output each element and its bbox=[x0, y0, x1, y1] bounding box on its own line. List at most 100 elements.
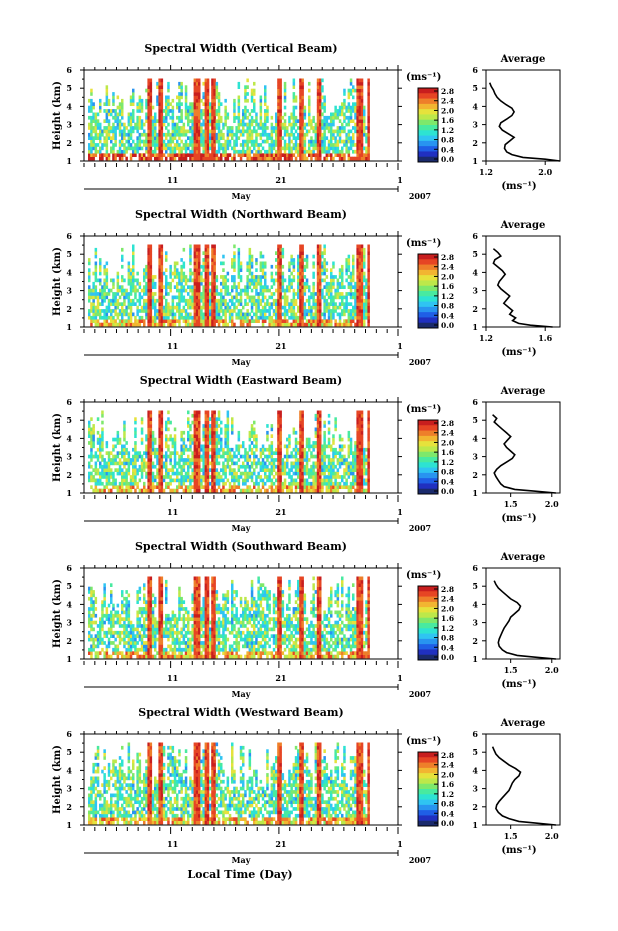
heatmap-cell bbox=[272, 153, 276, 157]
heatmap-cell bbox=[165, 268, 168, 272]
heatmap-cell bbox=[312, 315, 315, 320]
heatmap-cell bbox=[149, 98, 153, 103]
heatmap-cell bbox=[129, 271, 133, 276]
heatmap-cell bbox=[290, 309, 293, 313]
heatmap-cell bbox=[301, 98, 304, 103]
heatmap-cell bbox=[272, 139, 276, 144]
heatmap-cell bbox=[338, 268, 342, 272]
heatmap-cell bbox=[145, 298, 148, 303]
heatmap-cell bbox=[101, 413, 104, 418]
heatmap-cell bbox=[204, 319, 208, 323]
heatmap-cell bbox=[154, 298, 157, 303]
heatmap-cell bbox=[193, 115, 197, 120]
heatmap-cell bbox=[158, 461, 161, 466]
heatmap-cell bbox=[149, 153, 153, 157]
heatmap-cell bbox=[127, 485, 131, 489]
heatmap-cell bbox=[228, 319, 232, 323]
heatmap-cell bbox=[213, 447, 216, 452]
heatmap-cell bbox=[191, 288, 194, 293]
heatmap-cell bbox=[327, 143, 331, 147]
heatmap-cell bbox=[198, 485, 201, 489]
heatmap-cell bbox=[99, 132, 102, 137]
heatmap-cell bbox=[88, 309, 91, 313]
heatmap-cell bbox=[211, 85, 214, 89]
heatmap-cell bbox=[178, 454, 181, 459]
colorbar-swatch bbox=[418, 93, 438, 99]
heatmap-cell bbox=[354, 109, 357, 113]
heatmap-cell bbox=[129, 156, 133, 161]
heatmap-cell bbox=[213, 481, 216, 486]
heatmap-cell bbox=[198, 315, 201, 320]
heatmap-cell bbox=[244, 471, 247, 476]
heatmap-cell bbox=[244, 447, 247, 452]
heatmap-cell bbox=[178, 92, 181, 96]
heatmap-cell bbox=[147, 461, 150, 466]
heatmap-cell bbox=[325, 275, 329, 279]
heatmap-cell bbox=[200, 153, 203, 157]
heatmap-cell bbox=[321, 78, 324, 83]
heatmap-cell bbox=[112, 322, 115, 327]
heatmap-cell bbox=[220, 156, 223, 161]
heatmap-cell bbox=[114, 312, 117, 317]
heatmap-cell bbox=[160, 92, 164, 96]
heatmap-cell bbox=[147, 153, 150, 157]
heatmap-cell bbox=[323, 302, 326, 306]
heatmap-cell bbox=[250, 488, 254, 493]
heatmap-cell bbox=[237, 102, 241, 106]
heatmap-cell bbox=[272, 278, 276, 283]
heatmap-cell bbox=[228, 451, 232, 455]
heatmap-cell bbox=[158, 288, 161, 293]
heatmap-cell bbox=[147, 115, 150, 120]
heatmap-cell bbox=[171, 309, 175, 313]
heatmap-cell bbox=[165, 254, 168, 259]
heatmap-cell bbox=[105, 278, 109, 283]
heatmap-cell bbox=[204, 109, 208, 113]
heatmap-cell bbox=[173, 488, 177, 493]
heatmap-cell bbox=[145, 451, 148, 455]
heatmap-cell bbox=[147, 271, 150, 276]
colorbar-swatch bbox=[418, 259, 438, 265]
heatmap-cell bbox=[204, 451, 208, 455]
heatmap-cell bbox=[204, 312, 208, 317]
heatmap-cell bbox=[158, 468, 161, 472]
heatmap-cell bbox=[114, 478, 117, 483]
heatmap-cell bbox=[279, 295, 282, 300]
heatmap-cell bbox=[345, 309, 348, 313]
heatmap-cell bbox=[213, 261, 216, 266]
heatmap-cell bbox=[191, 115, 194, 120]
heatmap-cell bbox=[363, 298, 366, 303]
heatmap-cell bbox=[198, 478, 201, 483]
heatmap-cell bbox=[222, 275, 225, 279]
heatmap-cell bbox=[149, 441, 153, 445]
heatmap-cell bbox=[275, 258, 278, 262]
heatmap-cell bbox=[288, 305, 291, 310]
heatmap-cell bbox=[165, 458, 168, 462]
heatmap-cell bbox=[215, 471, 219, 476]
heatmap-cell bbox=[149, 485, 153, 489]
heatmap-cell bbox=[173, 129, 177, 134]
heatmap-cell bbox=[286, 146, 289, 151]
heatmap-cell bbox=[316, 109, 320, 113]
heatmap-cell bbox=[145, 305, 148, 310]
heatmap-cell bbox=[184, 461, 188, 466]
heatmap-cell bbox=[248, 139, 252, 144]
heatmap-cell bbox=[145, 447, 148, 452]
heatmap-cell bbox=[92, 102, 95, 106]
heatmap-cell bbox=[248, 129, 252, 134]
heatmap-cell bbox=[154, 302, 157, 306]
heatmap-cell bbox=[101, 434, 104, 438]
heatmap-cell bbox=[167, 322, 170, 327]
heatmap-cell bbox=[356, 115, 359, 120]
heatmap-cell bbox=[200, 143, 203, 147]
heatmap-cell bbox=[165, 454, 168, 459]
heatmap-cell bbox=[299, 292, 302, 296]
heatmap-cell bbox=[94, 295, 98, 300]
heatmap-cell bbox=[99, 156, 102, 161]
heatmap-cell bbox=[162, 132, 166, 137]
heatmap-cell bbox=[200, 458, 203, 462]
profile-y-tick-label: 3 bbox=[472, 120, 478, 130]
heatmap-cell bbox=[96, 132, 100, 137]
heatmap-cell bbox=[231, 264, 234, 269]
heatmap-cell bbox=[154, 129, 157, 134]
heatmap-cell bbox=[176, 105, 179, 110]
